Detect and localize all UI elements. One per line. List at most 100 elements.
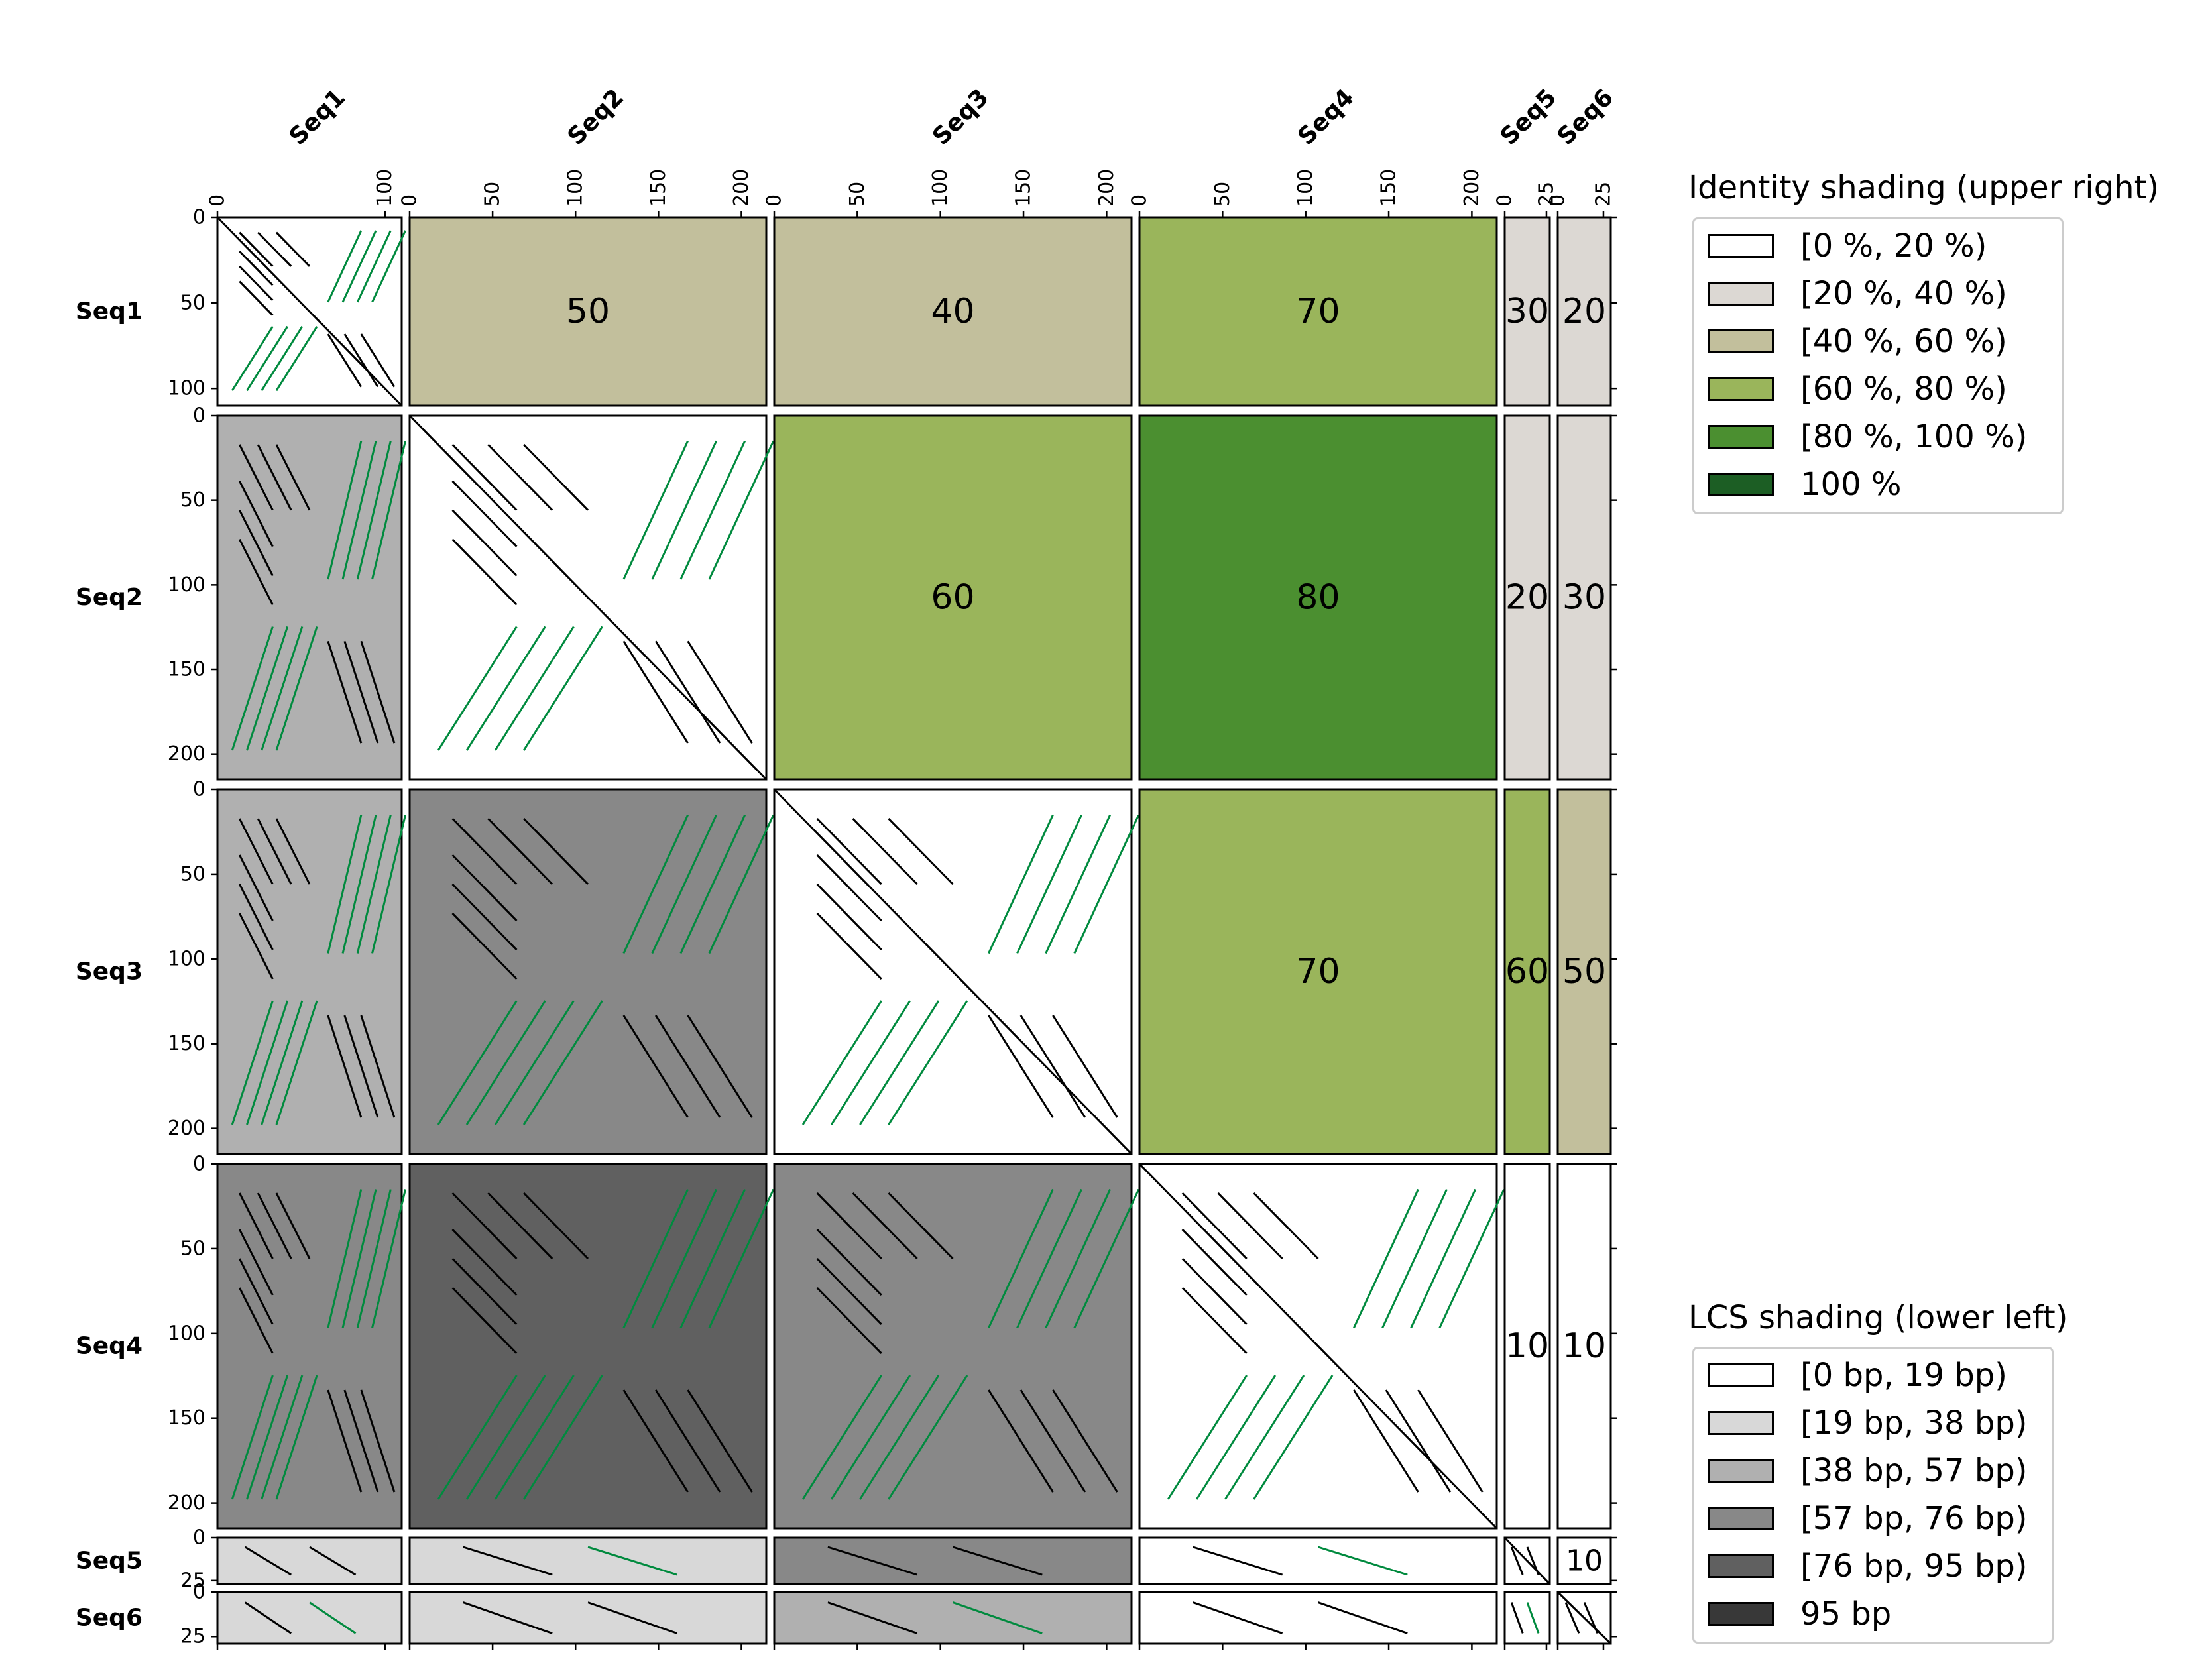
- match-segment: [1224, 1375, 1305, 1500]
- match-segment: [275, 325, 318, 392]
- match-segment: [1318, 1546, 1408, 1576]
- match-segment: [708, 1188, 775, 1329]
- match-segment: [1410, 1188, 1477, 1329]
- match-segment: [888, 1375, 968, 1500]
- match-segment: [231, 1375, 274, 1500]
- y-tick-label: 0: [193, 206, 205, 229]
- match-segment: [244, 1546, 292, 1576]
- matrix-cell: [773, 414, 1133, 781]
- match-segment: [1019, 1015, 1086, 1118]
- match-segment: [1253, 1375, 1334, 1500]
- column-header-label: Seq4: [1293, 84, 1360, 151]
- matrix-cell: [1556, 1536, 1612, 1585]
- match-segment: [816, 1192, 882, 1260]
- matrix-cell: [773, 216, 1133, 407]
- match-segment: [327, 1189, 363, 1328]
- match-segment: [651, 440, 718, 580]
- x-tick-label: 50: [846, 182, 869, 207]
- match-segment: [988, 1188, 1054, 1329]
- match-segment: [622, 814, 689, 954]
- match-segment: [360, 333, 396, 388]
- legend-label: [19 bp, 38 bp): [1800, 1404, 2028, 1442]
- row-header-label: Seq4: [76, 1333, 143, 1360]
- match-segment: [852, 817, 918, 886]
- match-segment: [679, 440, 746, 580]
- identity-value-label: 20: [1505, 578, 1549, 618]
- match-segment: [451, 443, 518, 511]
- match-segment: [275, 231, 311, 267]
- match-segment: [371, 1189, 407, 1328]
- x-tick-label: 100: [929, 169, 952, 207]
- match-segment: [1138, 1163, 1498, 1530]
- match-segment: [859, 1000, 940, 1125]
- matrix-cell: [1556, 1163, 1612, 1530]
- identity-value-label: 70: [1296, 952, 1340, 992]
- match-segment: [1045, 1188, 1112, 1329]
- match-segment: [327, 333, 363, 388]
- identity-legend-item: 100 %: [1708, 465, 1901, 504]
- column-header-label: Seq3: [927, 84, 994, 151]
- matrix-cell: [773, 1163, 1133, 1530]
- match-segment: [1019, 1389, 1086, 1493]
- match-segment: [437, 1375, 518, 1500]
- matrix-cell: [216, 1163, 403, 1530]
- match-segment: [522, 1375, 603, 1500]
- match-segment: [816, 817, 882, 886]
- match-segment: [622, 1389, 689, 1493]
- row-header-label: Seq1: [76, 298, 143, 325]
- y-tick-label: 0: [193, 1526, 205, 1550]
- match-segment: [239, 1229, 274, 1296]
- match-segment: [327, 230, 363, 303]
- match-segment: [1217, 1192, 1283, 1260]
- legend-label: [0 bp, 19 bp): [1800, 1357, 2007, 1394]
- match-segment: [522, 626, 603, 751]
- identity-value-label: 50: [1562, 952, 1606, 992]
- match-segment: [341, 230, 377, 303]
- row-header-label: Seq5: [76, 1548, 143, 1575]
- match-segment: [654, 640, 721, 744]
- match-segment: [356, 441, 392, 580]
- matrix-cell: [1138, 788, 1498, 1155]
- match-segment: [687, 1389, 753, 1493]
- match-segment: [465, 1375, 546, 1500]
- match-segment: [309, 1601, 357, 1634]
- match-segment: [327, 640, 363, 744]
- match-segment: [231, 325, 274, 392]
- match-segment: [487, 443, 553, 511]
- match-segment: [451, 480, 518, 547]
- match-segment: [816, 1286, 882, 1355]
- y-tick-label: 200: [168, 1117, 205, 1140]
- match-segment: [816, 1228, 882, 1296]
- y-tick-label: 150: [168, 1406, 205, 1430]
- match-segment: [801, 1000, 882, 1125]
- match-segment: [239, 251, 274, 286]
- row-header-label: Seq3: [76, 958, 143, 986]
- match-segment: [257, 1192, 292, 1259]
- matrix-cell: [1503, 788, 1551, 1155]
- match-segment: [1181, 1257, 1248, 1326]
- match-segment: [257, 231, 292, 267]
- match-segment: [1583, 1602, 1599, 1634]
- match-segment: [360, 640, 396, 744]
- match-segment: [587, 1601, 677, 1634]
- match-segment: [261, 1375, 304, 1500]
- match-segment: [371, 815, 407, 954]
- legend-label: [20 %, 40 %): [1800, 275, 2007, 312]
- match-segment: [651, 814, 718, 954]
- match-segment: [953, 1546, 1043, 1576]
- matrix-cell: [408, 1536, 768, 1585]
- legend-swatch: [1708, 1507, 1774, 1530]
- y-tick-label: 25: [180, 1625, 205, 1648]
- legend-swatch: [1708, 377, 1774, 401]
- match-segment: [343, 1389, 379, 1493]
- match-segment: [341, 1189, 377, 1328]
- match-segment: [816, 854, 882, 922]
- x-tick-label: 0: [1493, 194, 1517, 207]
- x-tick-label: 200: [730, 169, 753, 207]
- x-tick-label: 200: [1460, 169, 1484, 207]
- identity-value-label: 70: [1296, 292, 1340, 331]
- match-segment: [852, 1192, 918, 1260]
- match-segment: [654, 1389, 721, 1493]
- match-segment: [246, 1375, 289, 1500]
- match-segment: [487, 817, 553, 886]
